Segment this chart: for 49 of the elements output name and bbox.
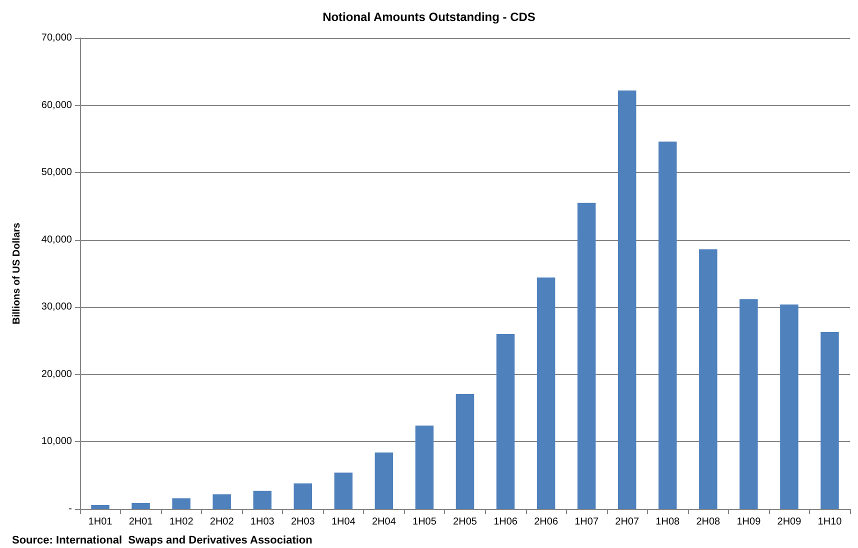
x-tick-label: 2H05 [453,516,478,528]
x-tick-label: 1H09 [736,516,762,528]
x-tick-label: 2H06 [534,516,558,528]
x-tick-label: 1H08 [656,516,680,528]
y-tick-label: 20,000 [41,368,72,380]
x-tick-label: 1H10 [818,516,842,528]
bar [577,202,596,509]
x-tick-label: 1H01 [88,516,113,528]
bar [496,334,515,509]
x-tick-label: 2H07 [615,516,640,528]
bar [699,249,718,509]
bar [780,304,798,509]
x-tick-label: 2H03 [290,516,316,528]
bar [536,278,556,509]
bar [415,426,434,509]
bar [334,472,353,509]
x-tick-label: 1H07 [574,516,599,528]
bar [294,483,312,509]
bar [91,504,110,509]
bar [740,299,758,509]
bar [172,498,190,509]
bar [820,332,839,509]
y-tick-label: 10,000 [41,436,72,448]
bar [618,90,636,509]
y-tick-label: - [68,504,72,514]
x-tick-label: 2H04 [372,516,396,528]
chart-title: Notional Amounts Outstanding - CDS [322,10,536,24]
x-tick-label: 2H08 [696,516,721,528]
bar [658,142,677,509]
y-tick-label: 60,000 [41,100,72,111]
y-tick-label: 70,000 [41,32,72,44]
y-axis-title: Billions of US Dollars [12,222,22,324]
x-tick-label: 1H05 [412,516,437,528]
bar [132,502,150,509]
x-tick-label: 1H02 [169,516,194,528]
x-tick-label: 1H04 [331,516,356,528]
bar [374,452,394,509]
x-tick-label: 2H02 [210,516,234,528]
y-tick-label: 40,000 [41,234,72,246]
bar [253,490,272,509]
y-tick-label: 30,000 [41,302,72,313]
bar [212,494,231,509]
x-tick-label: 1H03 [250,516,275,528]
x-tick-label: 2H09 [777,516,802,528]
bar [456,394,474,509]
y-tick-label: 50,000 [41,167,72,178]
source-note: Source: International Swaps and Derivatives Association [12,534,313,546]
x-tick-label: 2H01 [128,516,154,528]
x-tick-label: 1H06 [494,516,518,528]
